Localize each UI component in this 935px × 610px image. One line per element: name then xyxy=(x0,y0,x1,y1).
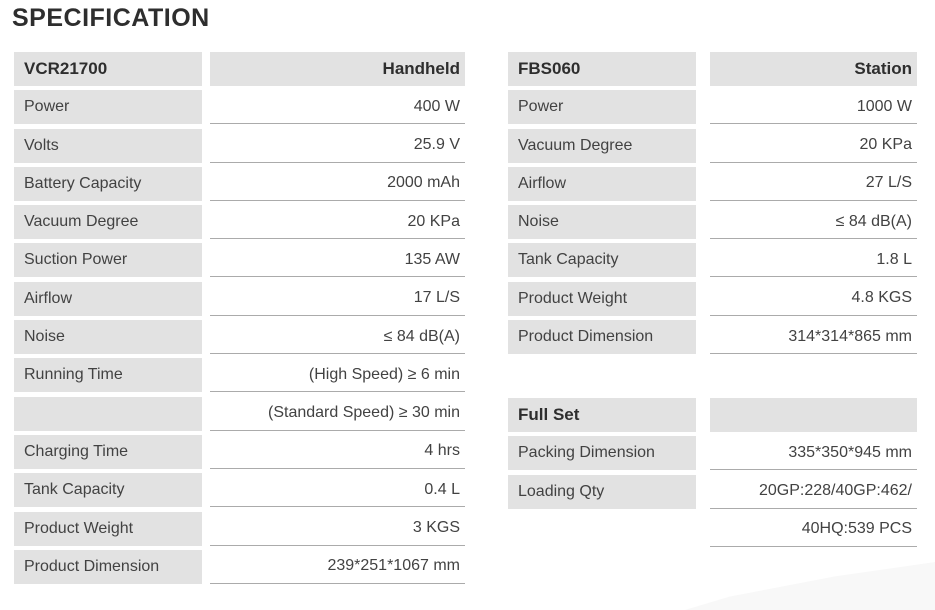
table-header-label: Full Set xyxy=(508,398,696,432)
table-header-row: Full Set xyxy=(508,398,917,432)
spec-table-vcr21700: VCR21700 Handheld Power 400 W Volts 25.9 V Bat… xyxy=(14,52,465,588)
row-value: 400 W xyxy=(210,90,465,125)
table-row: Charging Time 4 hrs xyxy=(14,434,465,469)
table-row: (Standard Speed) ≥ 30 min xyxy=(14,396,465,431)
row-value: 20 KPa xyxy=(210,205,465,240)
table-row: Airflow 27 L/S xyxy=(508,166,917,201)
table-row: Tank Capacity 1.8 L xyxy=(508,243,917,278)
row-value: 4 hrs xyxy=(210,435,465,469)
table-header-row: FBS060 Station xyxy=(508,52,917,86)
row-value: 40HQ:539 PCS xyxy=(710,513,917,547)
table-header-label: FBS060 xyxy=(508,52,696,86)
row-label: Loading Qty xyxy=(508,474,696,509)
corner-background-shape xyxy=(685,562,935,610)
table-row: Vacuum Degree 20 KPa xyxy=(14,205,465,240)
table-row: Product Weight 4.8 KGS xyxy=(508,281,917,316)
row-label: Tank Capacity xyxy=(14,473,202,508)
row-value: 20 KPa xyxy=(710,129,917,163)
row-value: 0.4 L xyxy=(210,473,465,508)
row-label xyxy=(14,396,202,431)
table-row: Loading Qty 20GP:228/40GP:462/ xyxy=(508,474,917,509)
table-header-value: Station xyxy=(710,52,917,86)
table-row: Power 1000 W xyxy=(508,90,917,125)
table-row: Noise ≤ 84 dB(A) xyxy=(14,320,465,355)
row-label: Product Weight xyxy=(14,511,202,546)
row-value: ≤ 84 dB(A) xyxy=(210,320,465,355)
row-label: Product Dimension xyxy=(508,320,696,355)
table-row: Battery Capacity 2000 mAh xyxy=(14,166,465,201)
spec-table-full-set: Full Set Packing Dimension 335*350*945 mm L… xyxy=(508,398,917,551)
row-label: Power xyxy=(508,90,696,125)
row-value: 3 KGS xyxy=(210,512,465,546)
row-value: 1.8 L xyxy=(710,243,917,278)
row-value: 2000 mAh xyxy=(210,167,465,201)
row-value: 239*251*1067 mm xyxy=(210,550,465,584)
table-header-value xyxy=(710,398,917,432)
row-label: Noise xyxy=(508,205,696,240)
table-header-label: VCR21700 xyxy=(14,52,202,86)
row-value: 135 AW xyxy=(210,243,465,278)
table-row: Suction Power 135 AW xyxy=(14,243,465,278)
table-row: Product Weight 3 KGS xyxy=(14,511,465,546)
row-value: 335*350*945 mm xyxy=(710,436,917,471)
row-label: Vacuum Degree xyxy=(508,128,696,163)
row-label: Airflow xyxy=(508,166,696,201)
row-label: Power xyxy=(14,90,202,125)
table-row: Power 400 W xyxy=(14,90,465,125)
row-value: 4.8 KGS xyxy=(710,282,917,316)
row-label: Airflow xyxy=(14,281,202,316)
row-value: 1000 W xyxy=(710,90,917,125)
table-row: Volts 25.9 V xyxy=(14,128,465,163)
table-row: Packing Dimension 335*350*945 mm xyxy=(508,436,917,471)
table-row: Vacuum Degree 20 KPa xyxy=(508,128,917,163)
row-label: Tank Capacity xyxy=(508,243,696,278)
row-label: Running Time xyxy=(14,358,202,393)
row-value: 25.9 V xyxy=(210,129,465,163)
page-title: SPECIFICATION xyxy=(12,4,210,32)
row-label: Suction Power xyxy=(14,243,202,278)
row-label: Volts xyxy=(14,128,202,163)
spec-table-fbs060: FBS060 Station Power 1000 W Vacuum Degree 20 … xyxy=(508,52,917,358)
row-label: Noise xyxy=(14,320,202,355)
row-label: Product Weight xyxy=(508,281,696,316)
row-value: 314*314*865 mm xyxy=(710,320,917,355)
row-label xyxy=(508,513,696,547)
table-row: Product Dimension 314*314*865 mm xyxy=(508,320,917,355)
row-label: Product Dimension xyxy=(14,549,202,584)
table-row: Product Dimension 239*251*1067 mm xyxy=(14,549,465,584)
table-row: Airflow 17 L/S xyxy=(14,281,465,316)
row-value: (Standard Speed) ≥ 30 min xyxy=(210,397,465,431)
table-row: Running Time (High Speed) ≥ 6 min xyxy=(14,358,465,393)
row-value: 20GP:228/40GP:462/ xyxy=(710,475,917,509)
row-value: ≤ 84 dB(A) xyxy=(710,205,917,240)
table-header-row: VCR21700 Handheld xyxy=(14,52,465,86)
table-row: 40HQ:539 PCS xyxy=(508,513,917,547)
row-label: Packing Dimension xyxy=(508,436,696,471)
table-header-value: Handheld xyxy=(210,52,465,86)
row-value: 17 L/S xyxy=(210,282,465,316)
table-row: Noise ≤ 84 dB(A) xyxy=(508,205,917,240)
row-value: 27 L/S xyxy=(710,167,917,201)
row-label: Vacuum Degree xyxy=(14,205,202,240)
row-label: Battery Capacity xyxy=(14,166,202,201)
table-row: Tank Capacity 0.4 L xyxy=(14,473,465,508)
row-label: Charging Time xyxy=(14,434,202,469)
row-value: (High Speed) ≥ 6 min xyxy=(210,358,465,393)
